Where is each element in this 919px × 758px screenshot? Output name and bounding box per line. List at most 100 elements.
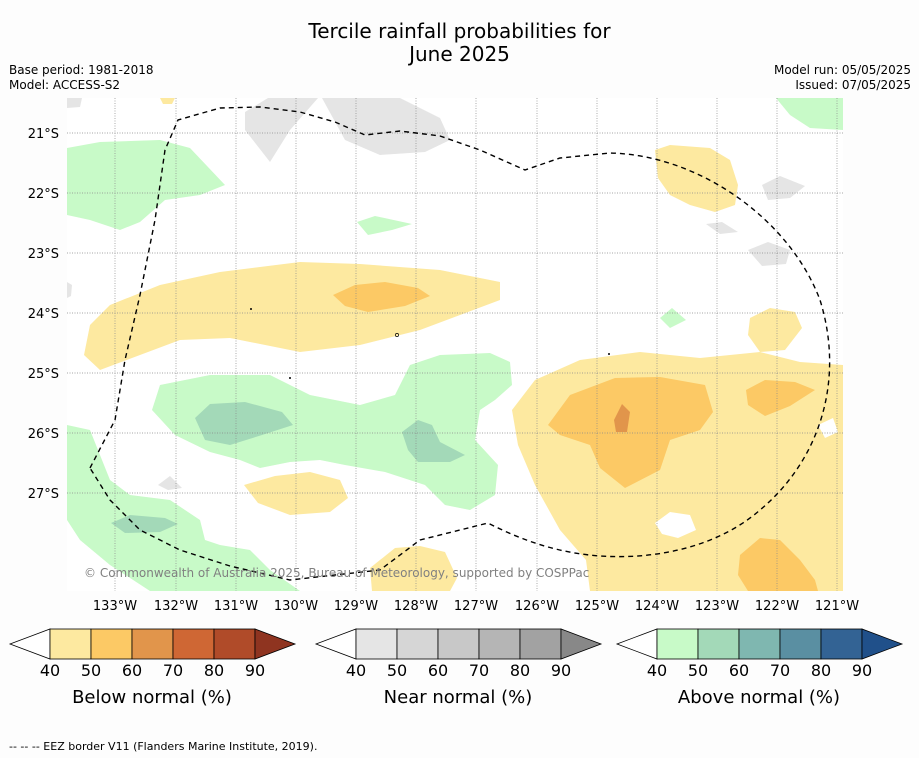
colorbar-tick: 60 xyxy=(122,661,142,680)
white-gap xyxy=(818,418,838,438)
colorbar-swatch xyxy=(355,628,398,660)
above-normal-region xyxy=(357,216,412,235)
near-normal-region xyxy=(67,98,82,108)
colorbar-tick: 90 xyxy=(245,661,265,680)
colorbar-near-normal: 40 50 60 70 80 90 Near normal (%) xyxy=(314,628,603,708)
below-normal-region xyxy=(548,377,713,488)
colorbar-tick: 50 xyxy=(81,661,101,680)
lat-gridlines xyxy=(67,132,843,494)
colorbar-tick: 50 xyxy=(688,661,708,680)
lon-label: 133°W xyxy=(93,599,137,614)
colorbar-tick: 80 xyxy=(811,661,831,680)
colorbar-above-normal: 40 50 60 70 80 90 Above normal (%) xyxy=(615,628,904,708)
eez-border xyxy=(89,106,831,581)
colorbar-swatch xyxy=(820,628,863,660)
below-normal-region xyxy=(748,308,802,352)
colorbar-swatch xyxy=(697,628,740,660)
below-normal-region xyxy=(738,538,818,591)
colorbar-low-extend xyxy=(314,628,357,660)
colorbar-tick: 70 xyxy=(770,661,790,680)
colorbar-high-extend xyxy=(254,628,297,660)
lat-label: 25°S xyxy=(28,367,59,382)
lon-label: 128°W xyxy=(394,599,438,614)
meta-right: Model run: 05/05/2025 Issued: 07/05/2025 xyxy=(774,63,911,93)
eez-footnote: -- -- -- EEZ border V11 (Flanders Marine… xyxy=(9,740,318,753)
near-normal-region xyxy=(67,282,72,298)
colorbar-tick: 40 xyxy=(647,661,667,680)
lon-label: 124°W xyxy=(635,599,679,614)
colorbar-swatch xyxy=(172,628,215,660)
probability-fields: © Commonwealth of Australia 2025, Bureau… xyxy=(67,98,843,591)
lon-label: 132°W xyxy=(154,599,198,614)
colorbar-label: Above normal (%) xyxy=(678,687,840,708)
colorbar-high-extend xyxy=(861,628,904,660)
lon-label: 130°W xyxy=(274,599,318,614)
colorbar-swatch xyxy=(49,628,92,660)
colorbar-tick: 40 xyxy=(40,661,60,680)
marker-dot xyxy=(250,308,252,310)
above-normal-region xyxy=(67,140,225,230)
below-normal-region xyxy=(370,546,457,591)
map-title: Tercile rainfall probabilities for June … xyxy=(0,20,919,66)
issued-date: Issued: 07/05/2025 xyxy=(795,78,911,92)
colorbar-tick: 40 xyxy=(346,661,366,680)
above-normal-region xyxy=(67,425,300,591)
colorbar-swatch xyxy=(90,628,133,660)
colorbar-swatch xyxy=(738,628,781,660)
colorbar-high-extend xyxy=(560,628,603,660)
colorbar-below-normal: 40 50 60 70 80 90 Below normal (%) xyxy=(8,628,297,708)
meta-left: Base period: 1981-2018 Model: ACCESS-S2 xyxy=(9,63,154,93)
above-normal-region xyxy=(152,353,512,510)
near-normal-region xyxy=(245,98,318,162)
lon-label: 122°W xyxy=(755,599,799,614)
title-line-1: Tercile rainfall probabilities for xyxy=(308,19,611,43)
colorbar-label: Near normal (%) xyxy=(384,687,533,708)
marker-dot xyxy=(395,333,399,337)
above-normal-region xyxy=(660,308,686,328)
lat-label: 27°S xyxy=(28,487,59,502)
above-normal-region xyxy=(402,420,465,462)
lon-label: 127°W xyxy=(454,599,498,614)
below-normal-region xyxy=(655,145,738,212)
colorbar-tick: 60 xyxy=(729,661,749,680)
colorbar-swatch xyxy=(779,628,822,660)
model-name: Model: ACCESS-S2 xyxy=(9,78,121,92)
lat-label: 21°S xyxy=(28,127,59,142)
lat-axis-labels: 21°S 22°S 23°S 24°S 25°S 26°S 27°S xyxy=(28,127,59,502)
lon-label: 131°W xyxy=(214,599,258,614)
near-normal-region xyxy=(762,176,805,200)
colorbar-swatch xyxy=(131,628,174,660)
lat-label: 23°S xyxy=(28,247,59,262)
copyright-text: © Commonwealth of Australia 2025, Bureau… xyxy=(84,566,589,580)
colorbar-swatch xyxy=(437,628,480,660)
above-normal-region xyxy=(111,515,178,533)
marker-dot xyxy=(608,353,610,355)
colorbar-swatch xyxy=(656,628,699,660)
colorbar-tick: 50 xyxy=(387,661,407,680)
near-normal-region xyxy=(706,222,738,234)
colorbar-tick: 90 xyxy=(551,661,571,680)
lon-label: 126°W xyxy=(515,599,559,614)
colorbar-tick: 90 xyxy=(852,661,872,680)
below-normal-region xyxy=(333,282,430,312)
below-normal-region xyxy=(160,98,175,104)
colorbar-tick: 80 xyxy=(510,661,530,680)
colorbar-swatch xyxy=(519,628,562,660)
colorbar-tick: 80 xyxy=(204,661,224,680)
colorbar-low-extend xyxy=(8,628,51,660)
lon-label: 121°W xyxy=(815,599,859,614)
colorbar-swatch xyxy=(213,628,256,660)
colorbar-tick: 70 xyxy=(469,661,489,680)
colorbar-tick: 60 xyxy=(428,661,448,680)
lon-axis-labels: 133°W 132°W 131°W 130°W 129°W 128°W 127°… xyxy=(93,599,859,614)
lon-gridlines xyxy=(114,98,838,591)
near-normal-region xyxy=(322,98,450,155)
colorbar-low-extend xyxy=(615,628,658,660)
colorbar-swatch xyxy=(478,628,521,660)
lat-label: 22°S xyxy=(28,187,59,202)
base-period: Base period: 1981-2018 xyxy=(9,63,154,77)
lon-label: 123°W xyxy=(695,599,739,614)
white-gap xyxy=(655,512,696,538)
near-normal-region xyxy=(748,242,790,266)
